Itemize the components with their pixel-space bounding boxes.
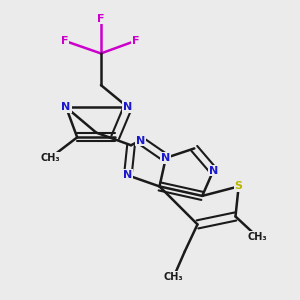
Text: CH₃: CH₃	[164, 272, 184, 282]
Text: N: N	[123, 102, 133, 112]
Text: F: F	[132, 36, 140, 46]
Text: CH₃: CH₃	[40, 153, 60, 163]
Text: N: N	[209, 166, 218, 176]
Text: N: N	[123, 170, 133, 180]
Text: F: F	[61, 36, 68, 46]
Text: F: F	[97, 14, 105, 24]
Text: N: N	[61, 102, 71, 112]
Text: N: N	[161, 153, 170, 163]
Text: S: S	[235, 182, 243, 191]
Text: CH₃: CH₃	[248, 232, 268, 242]
Text: N: N	[136, 136, 145, 146]
